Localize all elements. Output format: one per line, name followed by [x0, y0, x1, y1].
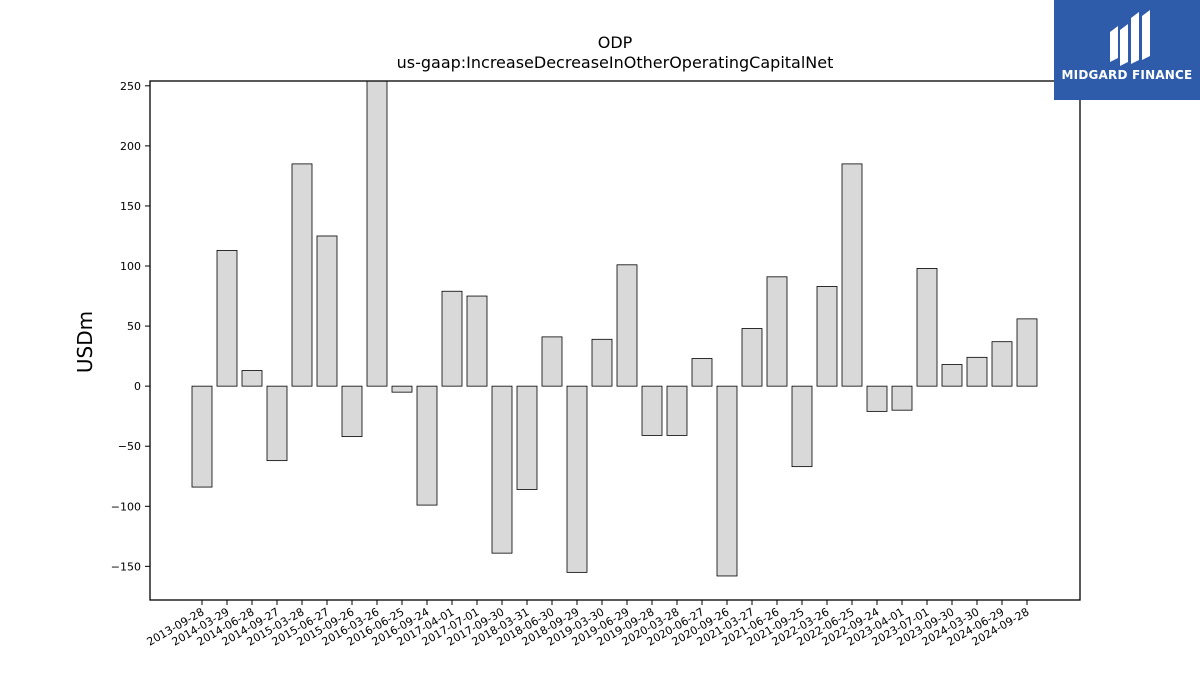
bar — [416, 385, 438, 506]
bar — [441, 290, 463, 387]
bar — [941, 364, 963, 387]
bar — [866, 385, 888, 412]
bar — [666, 385, 688, 436]
bar — [1016, 318, 1038, 387]
y-tick-label: −100 — [111, 500, 141, 513]
y-tick-label: −50 — [118, 440, 141, 453]
bar — [616, 264, 638, 387]
bar — [791, 385, 813, 468]
chart-title: ODP — [598, 33, 633, 52]
bar — [566, 385, 588, 573]
plot-area: −150−100−500501001502002502013-09-282014… — [111, 80, 1081, 649]
bar — [366, 80, 388, 387]
brand-logo: MIDGARD FINANCE — [1054, 0, 1200, 100]
bar — [266, 385, 288, 462]
bar — [591, 338, 613, 387]
y-tick-label: 250 — [120, 80, 141, 93]
y-tick-label: −150 — [111, 560, 141, 573]
bar — [191, 385, 213, 488]
bar — [716, 385, 738, 577]
midgard-logo-icon — [1110, 10, 1150, 66]
bar — [691, 358, 713, 387]
bar — [341, 385, 363, 438]
bar — [516, 385, 538, 490]
y-axis-label: USDm — [73, 311, 97, 373]
bar — [541, 336, 563, 387]
bar — [316, 235, 338, 387]
brand-name: MIDGARD FINANCE — [1061, 68, 1193, 82]
y-tick-label: 200 — [120, 140, 141, 153]
bar — [491, 385, 513, 554]
y-tick-label: 150 — [120, 200, 141, 213]
plot-frame — [149, 80, 1081, 601]
bar — [291, 163, 313, 387]
y-tick-label: 0 — [134, 380, 141, 393]
bar — [391, 385, 413, 393]
bar — [841, 163, 863, 387]
chart-subtitle: us-gaap:IncreaseDecreaseInOtherOperating… — [397, 53, 834, 72]
bar — [216, 249, 238, 387]
y-tick-label: 50 — [127, 320, 141, 333]
bar — [466, 295, 488, 387]
bar — [966, 356, 988, 387]
bar — [241, 370, 263, 387]
bar — [816, 286, 838, 387]
bar — [641, 385, 663, 436]
bar — [766, 276, 788, 387]
bar — [991, 341, 1013, 387]
bar — [891, 385, 913, 411]
bar — [916, 268, 938, 387]
bar — [741, 328, 763, 387]
y-tick-label: 100 — [120, 260, 141, 273]
